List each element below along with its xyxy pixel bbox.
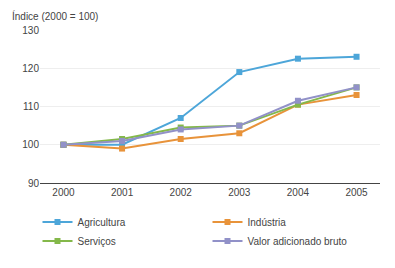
svg-text:90: 90 — [28, 178, 40, 189]
svg-text:120: 120 — [22, 63, 39, 74]
svg-text:2002: 2002 — [170, 187, 193, 198]
svg-text:110: 110 — [23, 101, 39, 112]
svg-text:100: 100 — [22, 139, 39, 150]
svg-text:2003: 2003 — [228, 187, 251, 198]
svg-text:Indústria: Indústria — [248, 217, 287, 228]
svg-text:2001: 2001 — [111, 187, 134, 198]
svg-text:130: 130 — [22, 25, 39, 36]
svg-text:Valor adicionado bruto: Valor adicionado bruto — [248, 236, 348, 247]
svg-text:Índice (2000 = 100): Índice (2000 = 100) — [12, 10, 98, 22]
svg-text:Agricultura: Agricultura — [78, 217, 126, 228]
svg-text:Serviços: Serviços — [78, 236, 116, 247]
svg-text:2005: 2005 — [345, 187, 368, 198]
svg-text:2004: 2004 — [287, 187, 310, 198]
svg-text:2000: 2000 — [52, 187, 75, 198]
